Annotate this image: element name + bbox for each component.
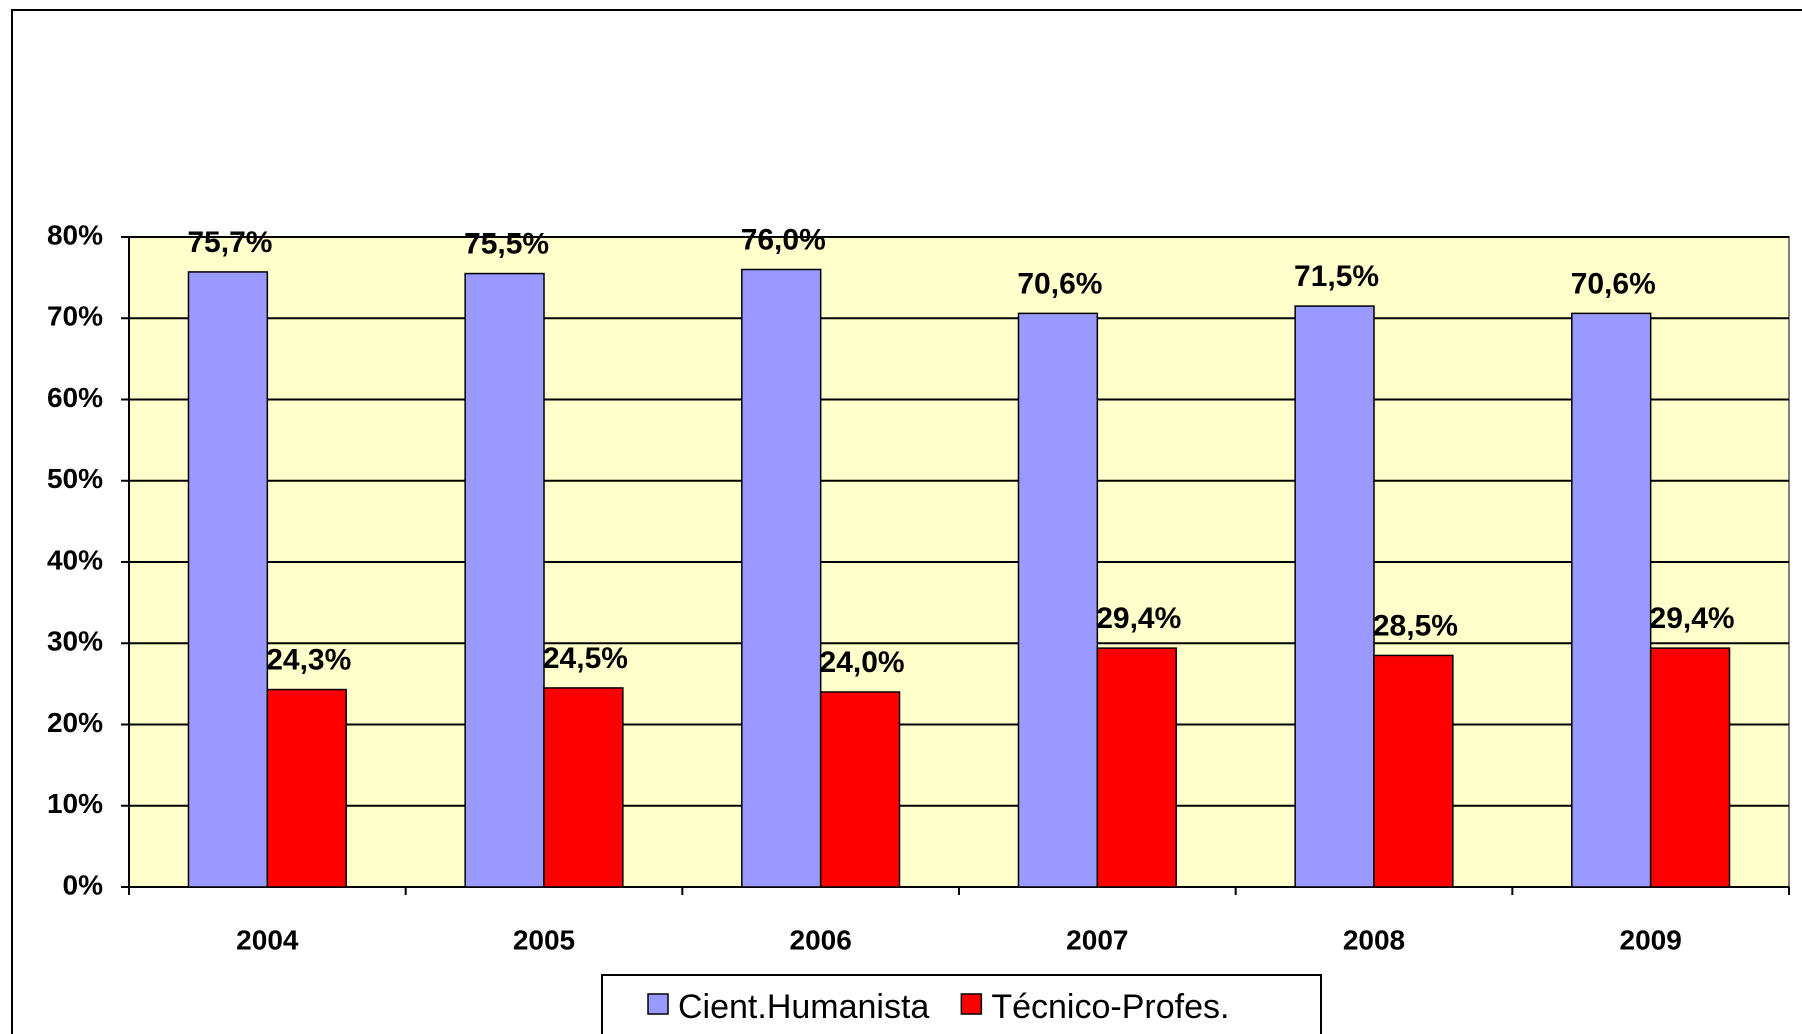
data-label: 24,0% [820,646,905,679]
bar [187,271,269,888]
legend-swatch [647,993,669,1015]
legend-label: Cient.Humanista [678,988,929,1026]
bar [1294,305,1375,888]
y-tick-label: 70% [47,301,103,332]
y-tick-label: 50% [47,463,103,494]
y-tick-label: 10% [47,788,103,819]
bar [741,268,822,888]
y-tick-label: 20% [47,707,103,738]
x-tick-label: 2007 [1066,924,1128,955]
data-label: 75,5% [464,227,549,260]
legend-label: Técnico-Profes. [991,988,1229,1026]
x-tick-label: 2004 [236,924,299,955]
bar [266,688,347,888]
y-tick-label: 0% [63,869,104,900]
data-label: 70,6% [1017,267,1102,300]
data-label: 29,4% [1650,602,1735,635]
legend-swatch [960,993,983,1015]
bar [1096,647,1177,888]
x-tick-label: 2005 [513,924,575,955]
data-label: 28,5% [1373,609,1458,642]
y-tick-label: 40% [47,544,103,575]
y-tick-label: 80% [47,219,103,250]
bar [464,272,545,888]
data-label: 76,0% [741,223,826,256]
y-tick-label: 60% [47,382,103,413]
bar [1373,654,1454,888]
x-tick-label: 2006 [790,924,852,955]
y-tick-label: 30% [47,626,103,657]
bar [1571,312,1652,888]
bar [819,691,901,888]
data-label: 75,7% [187,226,272,259]
data-label: 29,4% [1096,602,1181,635]
data-label: 70,6% [1571,267,1656,300]
data-label: 71,5% [1294,260,1379,293]
bar [543,687,624,888]
x-tick-label: 2008 [1343,924,1405,955]
data-label: 24,5% [543,642,628,675]
data-label: 24,3% [266,643,351,676]
bar [1649,647,1731,888]
bar [1017,312,1099,888]
x-tick-label: 2009 [1620,924,1682,955]
